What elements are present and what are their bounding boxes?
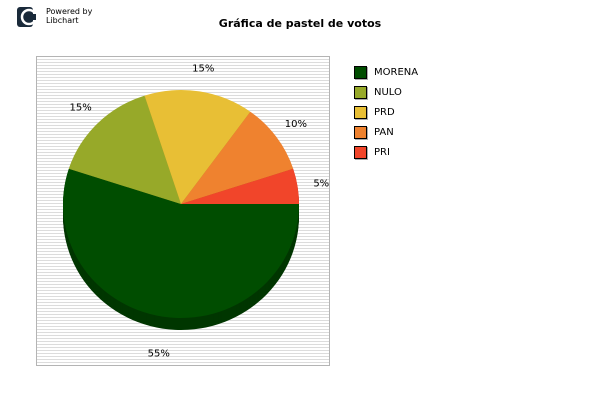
libchart-logo: Powered by Libchart [12, 4, 102, 30]
legend-item-pan: PAN [354, 122, 418, 142]
slice-label-pan: 10% [285, 119, 307, 130]
pie-slice-pri [181, 168, 299, 204]
slice-label-morena: 55% [148, 348, 170, 359]
libchart-logo-icon [17, 7, 38, 27]
legend-swatch-nulo [354, 85, 367, 99]
logo-text: Powered by Libchart [46, 7, 92, 25]
chart-title: Gráfica de pastel de votos [218, 17, 382, 30]
slice-label-prd: 15% [192, 64, 214, 75]
legend-label-morena: MORENA [374, 66, 419, 78]
legend-item-morena: MORENA [354, 62, 418, 82]
pie-slice-morena [63, 168, 300, 318]
logo-line-1: Powered by [46, 7, 93, 16]
legend-item-pri: PRI [354, 142, 418, 162]
slice-label-nulo: 15% [69, 102, 91, 113]
legend-label-pri: PRI [374, 146, 390, 158]
legend-label-nulo: NULO [374, 86, 402, 98]
logo-line-2: Libchart [46, 16, 79, 25]
pie-slice-pan [181, 111, 294, 204]
legend-swatch-prd [354, 105, 367, 119]
legend-swatch-morena [354, 65, 367, 79]
legend-swatch-pri [354, 145, 367, 159]
legend-label-prd: PRD [374, 106, 395, 118]
legend-item-nulo: NULO [354, 82, 418, 102]
legend-item-prd: PRD [354, 102, 418, 122]
slice-label-pri: 5% [313, 178, 329, 189]
legend: MORENA NULO PRD PAN PRI [354, 62, 418, 162]
legend-swatch-pan [354, 125, 367, 139]
legend-label-pan: PAN [374, 126, 394, 138]
pie-slice-nulo [68, 95, 181, 204]
pie-slice-prd [144, 90, 251, 204]
